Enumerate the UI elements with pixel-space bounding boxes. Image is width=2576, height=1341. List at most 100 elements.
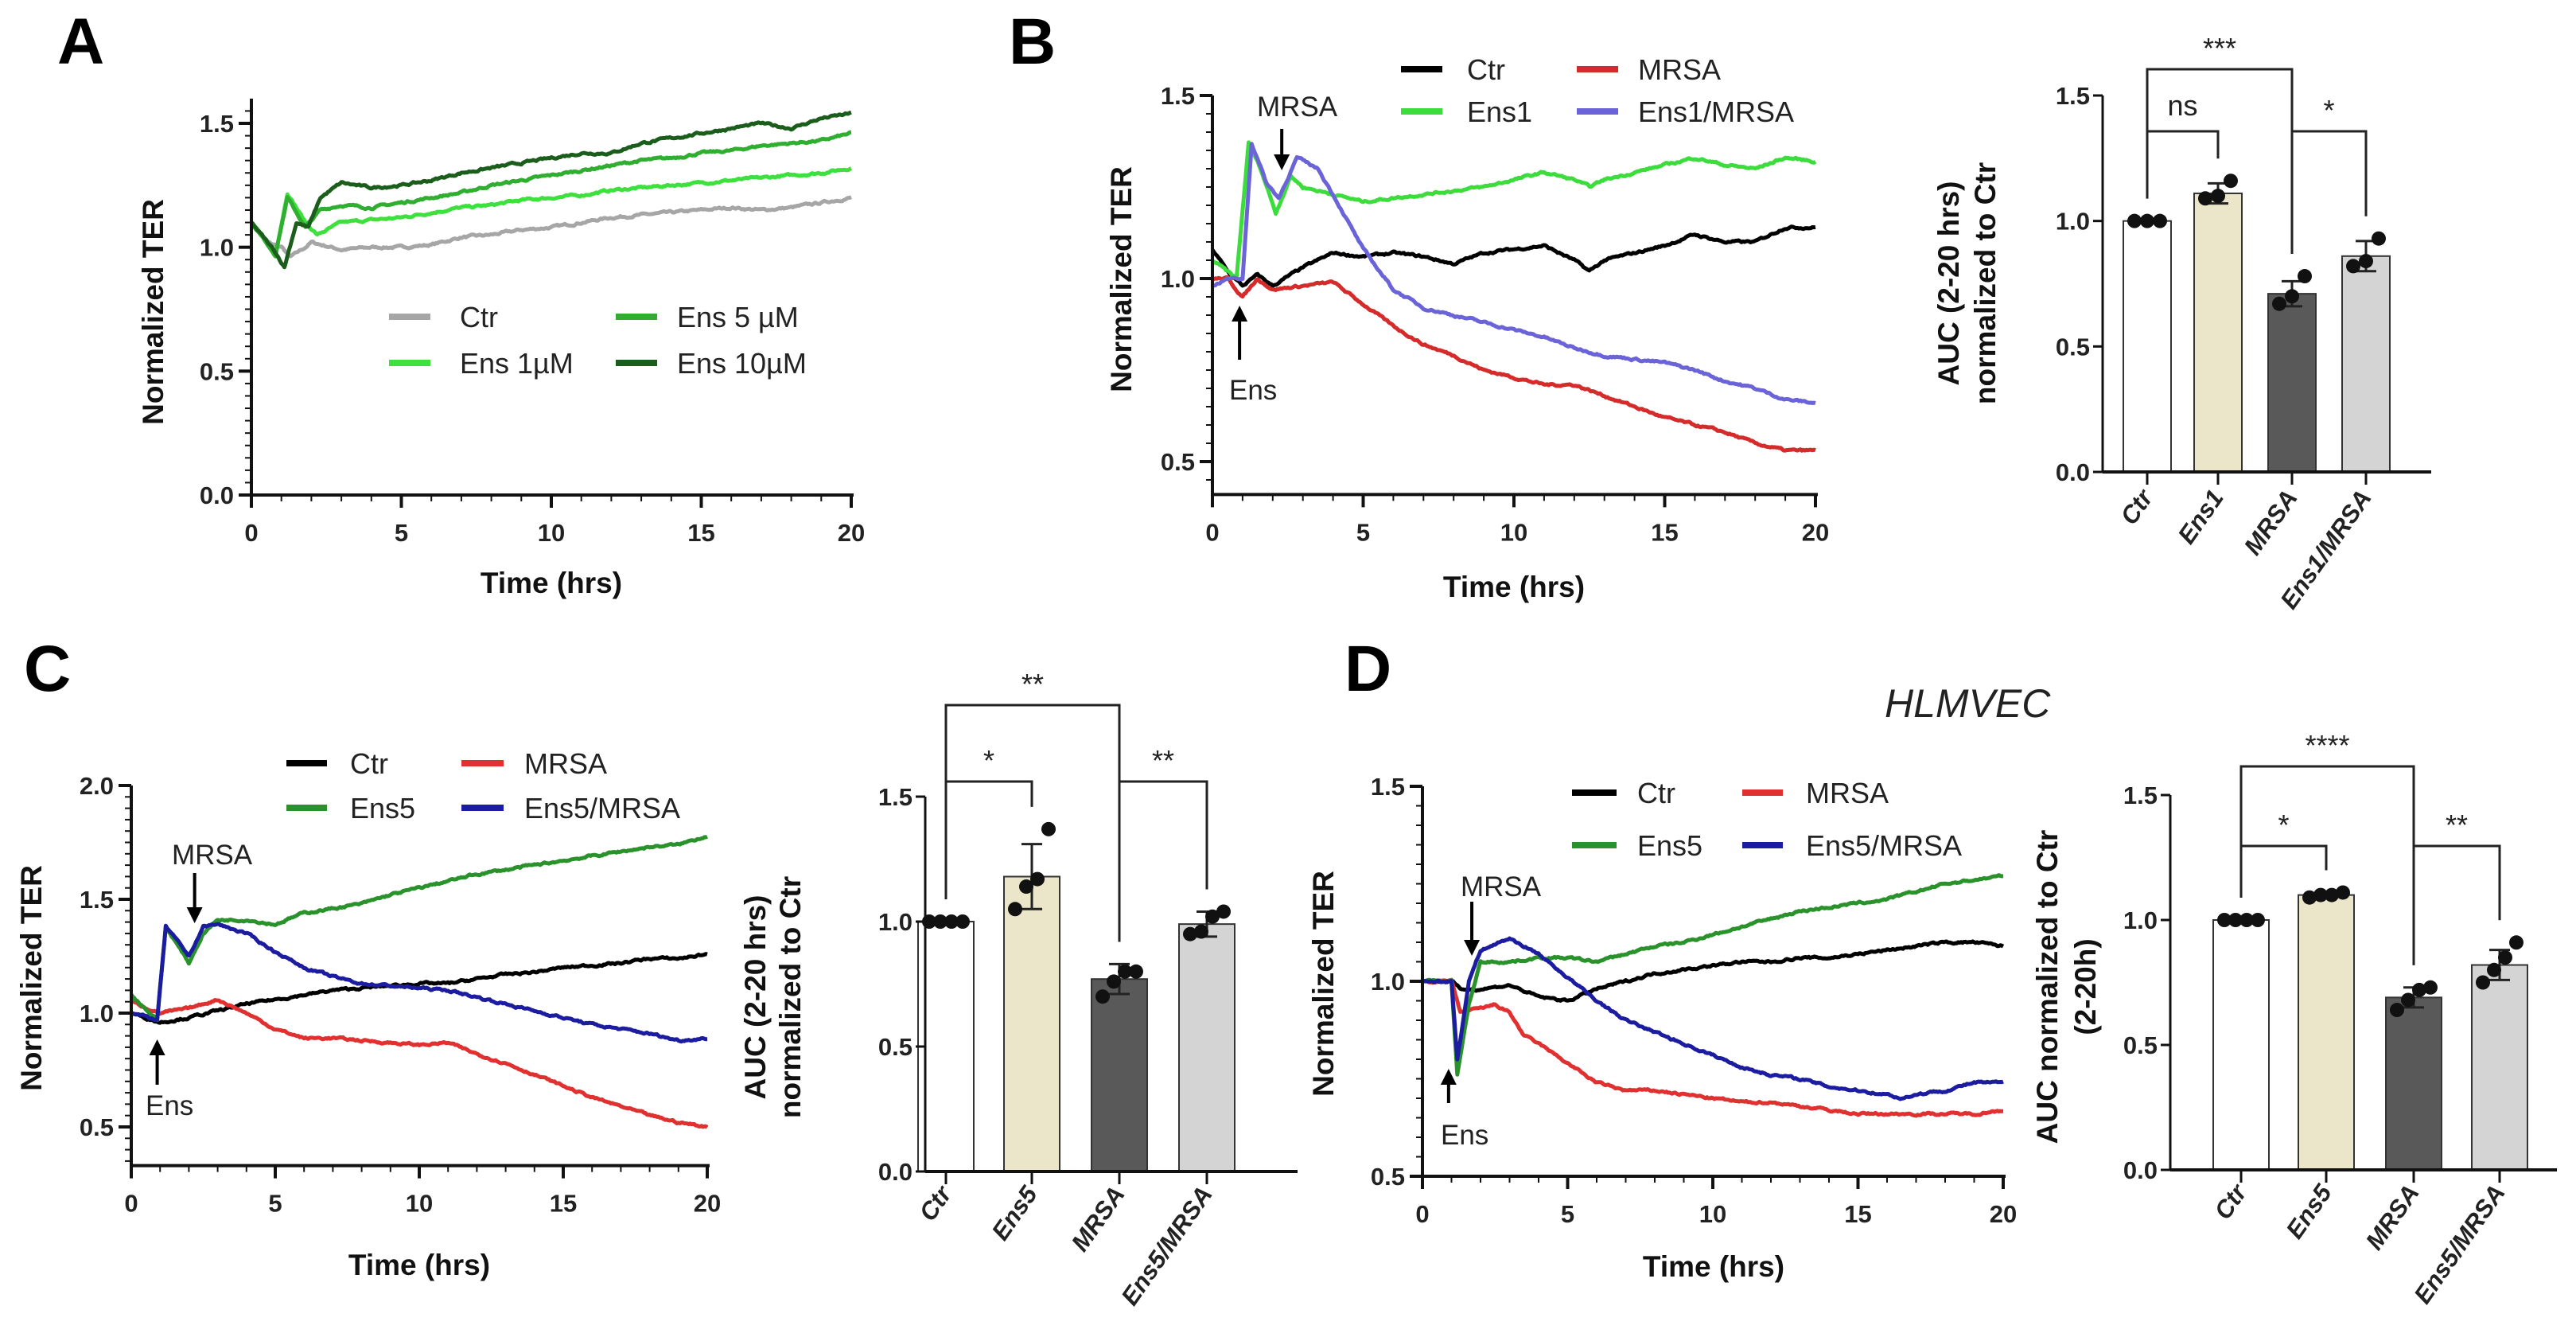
x-tick-label: 0 [1205, 518, 1219, 546]
bar-ens5 [1003, 875, 1060, 1172]
x-tick-label: 20 [1802, 518, 1829, 546]
data-point [2228, 913, 2243, 927]
arrow-down-icon [1464, 940, 1481, 956]
y-axis-label: Normalized TER [137, 199, 169, 425]
data-point [2302, 890, 2317, 905]
y-tick-label: 1.5 [80, 886, 114, 914]
data-point [1041, 821, 1056, 836]
panel-label-a: A [57, 6, 104, 78]
bar-ens1 [2193, 192, 2243, 473]
x-tick-label: 20 [1990, 1200, 2017, 1228]
significance-bracket [2239, 765, 2415, 965]
x-tick-label: 20 [838, 519, 865, 547]
legend-label: MRSA [524, 747, 607, 780]
annotation-label: Ens [1229, 375, 1277, 406]
data-point [2251, 913, 2265, 927]
legend-label: MRSA [1638, 53, 1721, 86]
y-tick-label: 0.0 [878, 1158, 912, 1186]
x-tick-label: 15 [687, 519, 714, 547]
x-tick-label: 15 [1844, 1200, 1871, 1228]
legend: Ctr MRSA Ens5 Ens5/MRSA [1572, 777, 1962, 862]
legend-item: Ctr [389, 301, 498, 333]
bar-ens5-mrsa [1178, 923, 1235, 1172]
data-point [1095, 989, 1110, 1004]
x-tick-label: 10 [406, 1190, 433, 1218]
legend: Ctr Ens 1µM Ens 5 µM Ens 10µM [389, 301, 807, 380]
x-tick-label: 5 [395, 519, 408, 547]
annotation-label: Ens [146, 1090, 193, 1121]
data-point [1008, 902, 1022, 917]
legend: Ctr MRSA Ens1 Ens1/MRSA [1401, 53, 1794, 128]
legend-label: Ens1 [1467, 96, 1532, 128]
legend-label: Ctr [1467, 53, 1505, 86]
data-point [1194, 924, 1208, 939]
legend-item: Ens1/MRSA [1577, 96, 1794, 128]
chart-a-line: 0 5 10 15 20 0.0 0.5 1.0 1.5 Time (hrs) Normalized… [137, 98, 865, 599]
significance-label: ** [1152, 744, 1174, 777]
y-tick-label: 0.0 [200, 481, 234, 509]
bar-ctr [2212, 919, 2270, 1171]
data-point [2272, 296, 2286, 311]
y-tick-label: 1.5 [1371, 773, 1405, 801]
x-axis-label: Time (hrs) [481, 567, 622, 599]
series-line-ens5 [1422, 873, 2004, 1077]
data-point [2217, 913, 2232, 927]
y-tick-label: 1.5 [1161, 82, 1195, 110]
data-point [2198, 191, 2212, 206]
x-tick-label: 20 [694, 1190, 721, 1218]
x-axis-label: Time (hrs) [348, 1249, 490, 1281]
arrow-up-icon [1440, 1069, 1457, 1085]
arrow-up-icon [1232, 306, 1248, 322]
bar-mrsa [2385, 996, 2442, 1171]
data-point [2127, 213, 2142, 228]
legend-item: MRSA [1742, 777, 1889, 809]
series-line-mrsa [1212, 275, 1816, 453]
significance-label: * [2278, 809, 2289, 841]
data-point [2325, 887, 2339, 902]
panel-label-b: B [1009, 6, 1056, 78]
data-point [2412, 982, 2426, 997]
y-axis-label: AUC normalized to Ctr [2031, 830, 2064, 1144]
legend-label: Ens5 [1637, 829, 1702, 862]
y-tick-label: 1.0 [2056, 208, 2090, 236]
data-point [1129, 964, 1143, 979]
annotation-label: MRSA [172, 840, 253, 871]
annotation-label: Ens [1441, 1120, 1488, 1151]
legend-item: MRSA [461, 747, 607, 780]
y-tick-label: 0.5 [878, 1033, 912, 1061]
data-point [944, 914, 959, 929]
y-tick-label: 1.0 [1161, 265, 1195, 293]
data-point [1183, 926, 1197, 941]
legend-item: Ens 10µM [616, 347, 807, 380]
data-point [1019, 879, 1033, 895]
y-axis-label: Normalized TER [1105, 166, 1138, 392]
series-line-ens5-mrsa [1421, 936, 2004, 1101]
legend-label: Ens 1µM [460, 347, 574, 380]
data-point [2423, 980, 2438, 995]
x-tick-label: 10 [1699, 1200, 1726, 1228]
annotation-label: MRSA [1257, 92, 1338, 123]
data-point [2498, 950, 2512, 965]
significance-label: * [2323, 94, 2334, 127]
y-axis-label: Normalized TER [15, 865, 48, 1091]
y-tick-label: 0.5 [200, 357, 234, 385]
legend-label: Ens5/MRSA [524, 792, 680, 824]
series-line-ens-10-m [250, 110, 852, 270]
significance-bracket [2146, 68, 2294, 255]
x-tick-label: 5 [1561, 1200, 1574, 1228]
y-tick-label: 0.0 [2056, 458, 2090, 486]
annotation-label: MRSA [1461, 871, 1542, 902]
y-axis-label: normalized to Ctr [774, 876, 807, 1118]
y-tick-label: 1.0 [1371, 968, 1405, 996]
series-line-ens-5-m [250, 130, 852, 259]
significance-label: **** [2305, 729, 2349, 762]
legend-label: Ctr [350, 747, 388, 780]
data-point [955, 914, 970, 929]
series-line-ctr [1210, 224, 1816, 288]
series-line-ens1 [1211, 140, 1817, 281]
y-tick-label: 1.0 [2123, 906, 2158, 934]
legend-item: Ctr [286, 747, 388, 780]
x-tick-label: 0 [124, 1190, 138, 1218]
legend-label: Ens5/MRSA [1806, 829, 1962, 862]
bar-ens1-mrsa [2341, 255, 2391, 473]
